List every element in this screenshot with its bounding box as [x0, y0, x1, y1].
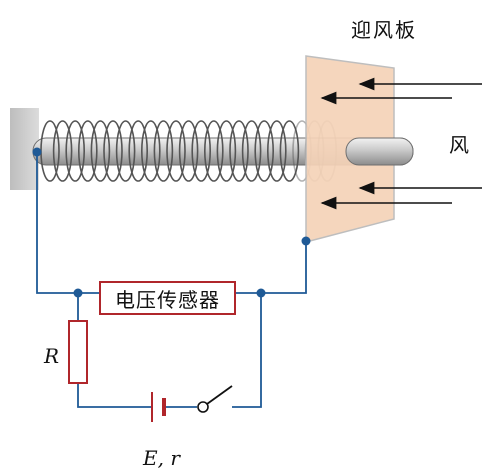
spring-coil [266, 120, 287, 182]
rod-tip [345, 137, 414, 166]
junction-dot [301, 236, 311, 246]
spring-coil [78, 120, 98, 182]
resistor [68, 320, 88, 384]
source-label: E, r [143, 446, 180, 470]
junction-dot [32, 147, 42, 157]
spring-coil [90, 120, 111, 182]
spring-coil [52, 120, 73, 182]
spring-coil [279, 120, 300, 182]
junction-dot [73, 288, 83, 298]
spring-coil [65, 120, 85, 182]
spring [40, 120, 338, 182]
spring-coil [128, 120, 148, 182]
spring-coil [166, 120, 186, 182]
resistor-label: R [44, 344, 60, 368]
spring-coil [153, 120, 174, 182]
spring-coil [115, 120, 136, 182]
spring-coil [191, 120, 211, 182]
spring-coil [141, 120, 161, 182]
spring-coil [229, 120, 249, 182]
switch-pivot [197, 401, 209, 413]
switch-lever [206, 385, 233, 405]
spring-coil [216, 120, 237, 182]
board-label: 迎风板 [351, 18, 417, 42]
spring-coil [204, 120, 224, 182]
spring-coil [103, 120, 123, 182]
voltage-sensor: 电压传感器 [99, 281, 236, 315]
wind-label: 风 [449, 133, 469, 157]
spring-coil [178, 120, 199, 182]
spring-coil [241, 120, 262, 182]
junction-dot [256, 288, 266, 298]
spring-coil [254, 120, 275, 182]
